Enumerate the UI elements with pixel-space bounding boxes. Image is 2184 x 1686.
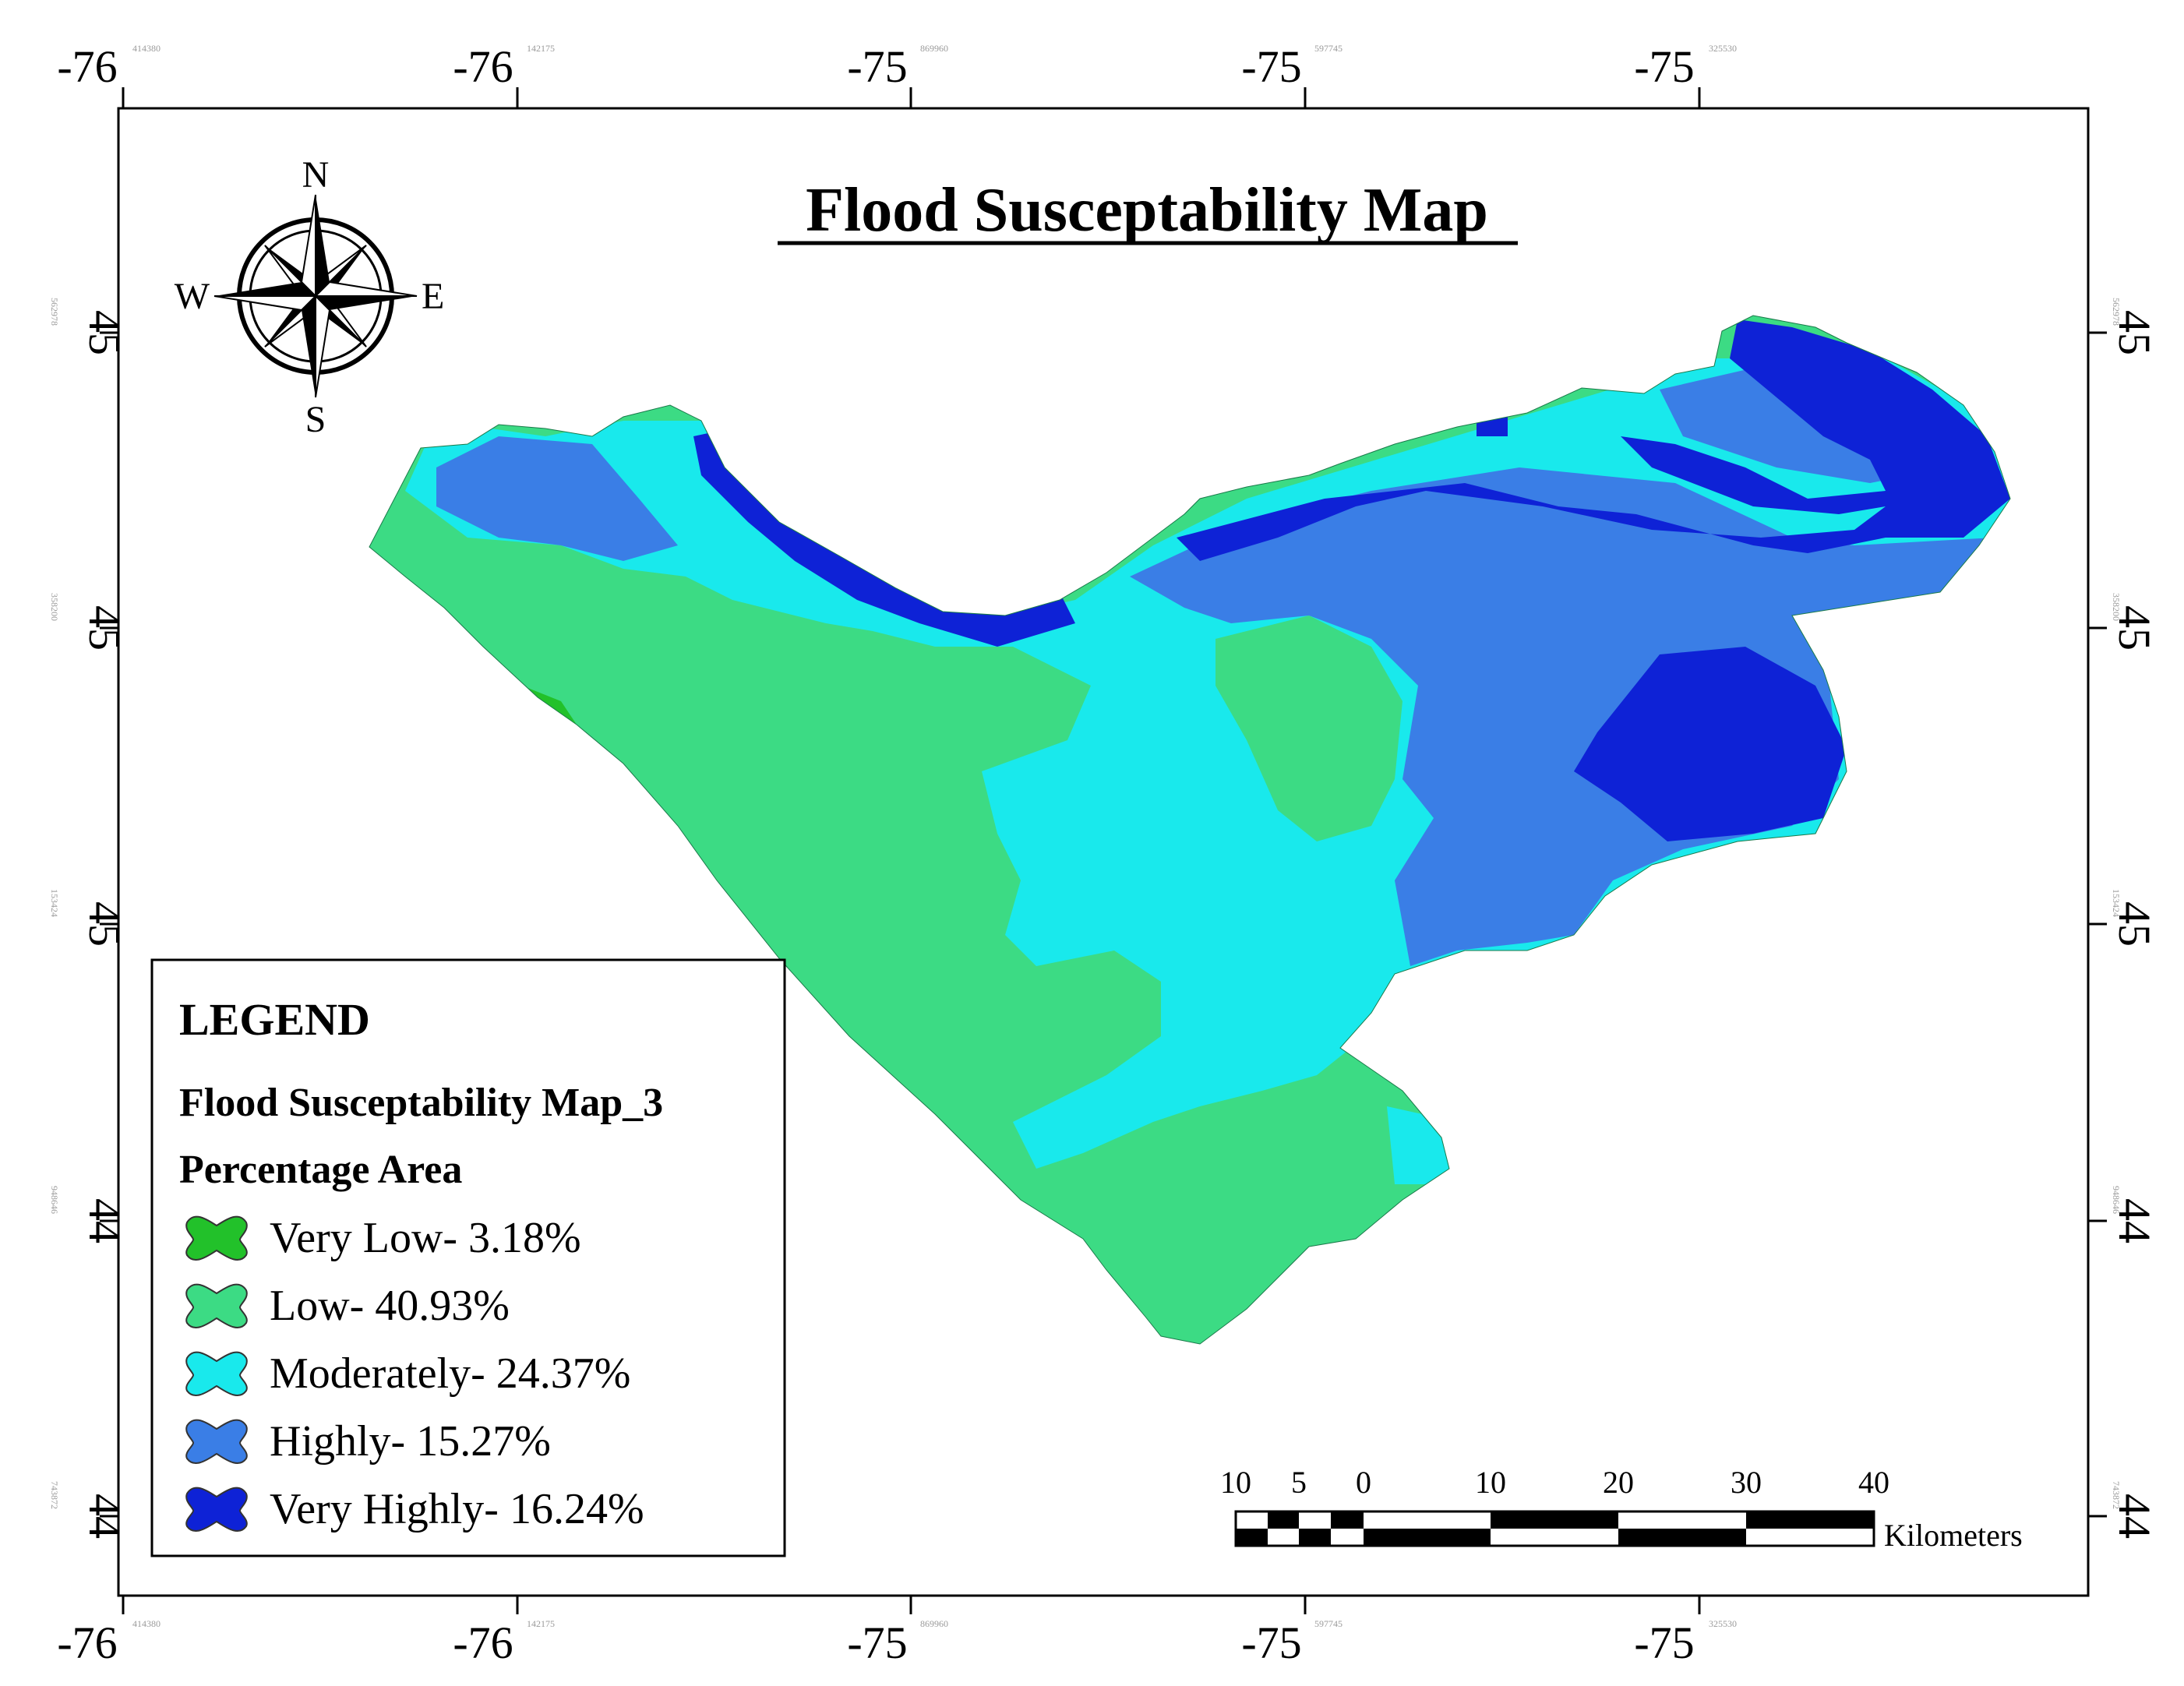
bottom-tick-small: 597745: [1314, 1618, 1343, 1629]
left-tick-label: 45: [79, 605, 130, 651]
scale-bar: 10 5 0 10 20 30 40 Kilometers: [1220, 1465, 2023, 1553]
right-tick-small: 948646: [2111, 1186, 2122, 1214]
map-title: Flood Susceptability Map: [806, 176, 1488, 245]
legend-label-very-highly: Very Highly- 16.24%: [270, 1485, 644, 1533]
legend: LEGEND Flood Susceptability Map_3 Percen…: [150, 958, 786, 1557]
legend-label-highly: Highly- 15.27%: [270, 1417, 551, 1466]
scale-seg: [1746, 1511, 1874, 1529]
left-tick-small: 153424: [49, 889, 60, 917]
bottom-tick-small: 414380: [132, 1618, 161, 1629]
scale-seg: [1364, 1529, 1491, 1546]
bottom-axis: -76 -76 -75 -75 -75 414380 142175 869960…: [57, 1596, 1737, 1668]
scale-seg: [1236, 1529, 1268, 1546]
compass-east-label: E: [422, 276, 444, 317]
scale-label: 20: [1603, 1465, 1634, 1500]
left-tick-label: 44: [79, 1198, 130, 1243]
left-tick-small: 562978: [49, 298, 60, 326]
right-tick-label: 44: [2109, 1494, 2160, 1539]
scale-seg: [1299, 1529, 1331, 1546]
bottom-tick-small: 869960: [920, 1618, 948, 1629]
scale-seg: [1268, 1511, 1299, 1529]
compass-south-label: S: [305, 399, 326, 440]
legend-item-highly: Highly- 15.27%: [185, 1417, 551, 1466]
top-tick-small: 325530: [1709, 43, 1737, 54]
legend-box: [150, 958, 786, 1557]
scale-label: 30: [1731, 1465, 1762, 1500]
bottom-tick-label: -75: [847, 1617, 907, 1668]
left-tick-label: 45: [79, 310, 130, 355]
legend-swatch-very-low: [185, 1215, 248, 1261]
top-tick-label: -76: [453, 41, 513, 92]
zone-very-highly-north: [1177, 319, 2010, 561]
compass-cardinal-points: [213, 194, 418, 398]
left-tick-small: 743872: [49, 1481, 60, 1509]
bottom-tick-label: -76: [57, 1617, 117, 1668]
legend-item-very-highly: Very Highly- 16.24%: [185, 1485, 644, 1533]
top-tick-small: 597745: [1314, 43, 1343, 54]
top-tick-label: -76: [57, 41, 117, 92]
zone-highly: [1130, 467, 1995, 966]
legend-swatch-moderately: [185, 1351, 248, 1396]
left-axis: 45 45 45 44 44 562978 358200 153424 9486…: [49, 298, 130, 1539]
left-tick-small: 948646: [49, 1186, 60, 1214]
top-tick-label: -75: [1241, 41, 1301, 92]
region-outline: [369, 315, 2011, 1345]
legend-item-very-low: Very Low- 3.18%: [185, 1214, 581, 1262]
scale-label: 10: [1220, 1465, 1251, 1500]
top-tick-small: 142175: [527, 43, 555, 54]
right-tick-small: 153424: [2111, 889, 2122, 917]
top-tick-label: -75: [1634, 41, 1694, 92]
legend-swatch-highly: [185, 1419, 248, 1464]
bottom-tick-label: -76: [453, 1617, 513, 1668]
top-tick-label: -75: [847, 41, 907, 92]
bottom-tick-label: -75: [1241, 1617, 1301, 1668]
right-axis: 45 45 45 44 44 562978 358200 153424 9486…: [2088, 298, 2160, 1539]
scale-seg: [1618, 1529, 1746, 1546]
bottom-tick-label: -75: [1634, 1617, 1694, 1668]
left-tick-small: 358200: [49, 593, 60, 621]
top-tick-small: 869960: [920, 43, 948, 54]
legend-swatch-very-highly: [185, 1487, 248, 1532]
scale-unit-label: Kilometers: [1884, 1518, 2023, 1553]
legend-item-low: Low- 40.93%: [185, 1282, 510, 1330]
compass-west-label: W: [175, 276, 210, 317]
scale-label: 5: [1291, 1465, 1307, 1500]
right-tick-label: 45: [2109, 605, 2160, 651]
legend-heading: LEGEND: [179, 994, 370, 1045]
bottom-tick-small: 142175: [527, 1618, 555, 1629]
scale-seg: [1491, 1511, 1618, 1529]
bottom-tick-small: 325530: [1709, 1618, 1737, 1629]
left-tick-label: 44: [79, 1494, 130, 1539]
legend-label-moderately: Moderately- 24.37%: [270, 1349, 630, 1398]
top-axis: -76 -76 -75 -75 -75 414380 142175 869960…: [57, 41, 1737, 108]
right-tick-label: 45: [2109, 901, 2160, 947]
legend-label-very-low: Very Low- 3.18%: [270, 1214, 581, 1262]
legend-layer-name: Flood Susceptability Map_3: [179, 1081, 663, 1125]
right-tick-small: 743872: [2111, 1481, 2122, 1509]
legend-item-moderately: Moderately- 24.37%: [185, 1349, 630, 1398]
right-tick-small: 562978: [2111, 298, 2122, 326]
compass-rose-icon: N S E W: [175, 154, 445, 440]
legend-subtitle: Percentage Area: [179, 1148, 462, 1192]
scale-seg: [1331, 1511, 1364, 1529]
scale-label: 0: [1356, 1465, 1371, 1500]
left-tick-label: 45: [79, 901, 130, 947]
right-tick-label: 45: [2109, 310, 2160, 355]
zone-low-island: [1215, 615, 1402, 841]
right-tick-label: 44: [2109, 1198, 2160, 1243]
scale-label: 10: [1475, 1465, 1506, 1500]
right-tick-small: 358200: [2111, 593, 2122, 621]
top-tick-small: 414380: [132, 43, 161, 54]
zone-highly-west: [436, 436, 678, 561]
legend-swatch-low: [185, 1283, 248, 1328]
scale-label: 40: [1858, 1465, 1889, 1500]
compass-north-label: N: [302, 154, 330, 196]
legend-label-low: Low- 40.93%: [270, 1282, 510, 1330]
zone-very-highly-east: [1574, 647, 1847, 841]
